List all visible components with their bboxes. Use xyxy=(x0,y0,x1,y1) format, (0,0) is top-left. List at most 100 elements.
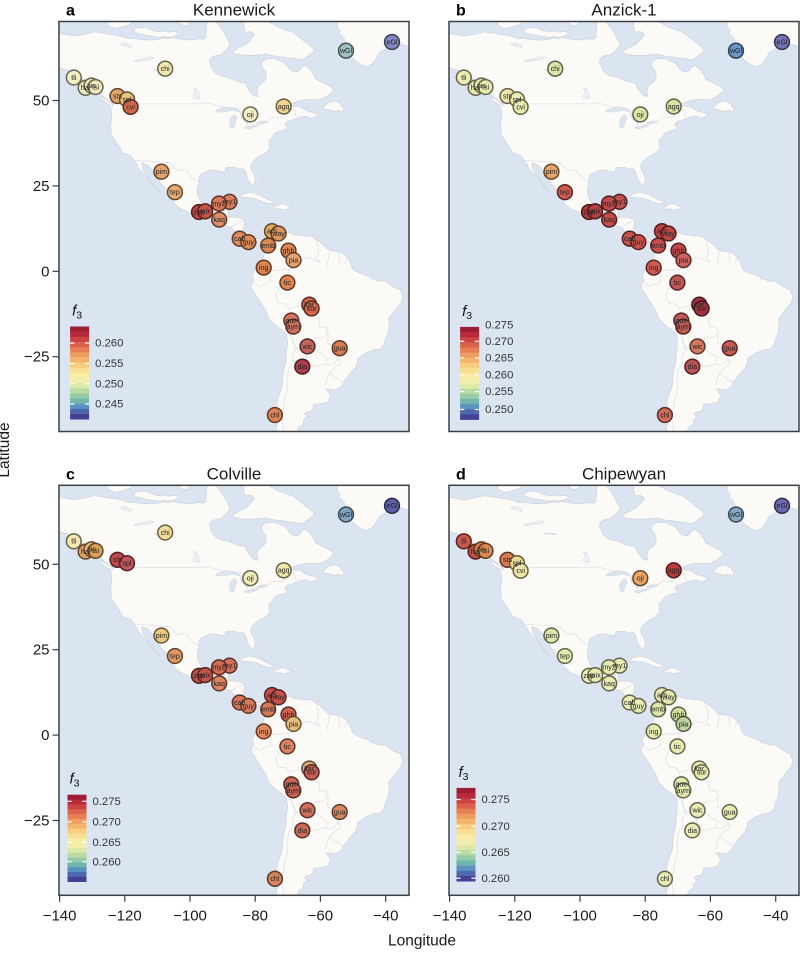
svg-text:aym: aym xyxy=(287,324,300,331)
svg-text:Latitude: Latitude xyxy=(0,422,13,477)
svg-text:f3: f3 xyxy=(462,303,472,322)
svg-text:arh: arh xyxy=(267,229,277,236)
svg-text:d: d xyxy=(456,466,466,483)
svg-text:dia: dia xyxy=(688,828,697,835)
svg-text:wic: wic xyxy=(301,808,313,815)
svg-text:dia: dia xyxy=(688,364,697,371)
svg-text:emb: emb xyxy=(651,707,665,714)
svg-text:Longitude: Longitude xyxy=(388,933,456,950)
svg-text:kar: kar xyxy=(304,302,314,309)
svg-text:sur: sur xyxy=(307,770,317,777)
svg-text:my2: my2 xyxy=(212,665,225,672)
svg-text:tic: tic xyxy=(674,744,682,751)
svg-text:pim: pim xyxy=(156,169,167,176)
svg-text:gua: gua xyxy=(724,809,736,816)
svg-text:kaq: kaq xyxy=(604,217,615,224)
svg-text:kaq: kaq xyxy=(214,217,225,224)
svg-text:ghb: ghb xyxy=(283,248,295,255)
svg-text:0.270: 0.270 xyxy=(93,817,121,829)
svg-text:25: 25 xyxy=(33,178,50,195)
svg-text:pim: pim xyxy=(546,169,557,176)
svg-text:my2: my2 xyxy=(212,201,225,208)
svg-text:guy: guy xyxy=(243,240,255,247)
svg-text:f3: f3 xyxy=(70,771,80,790)
svg-text:zap: zap xyxy=(583,673,594,680)
svg-text:oji: oji xyxy=(247,576,254,583)
svg-text:emb: emb xyxy=(261,707,275,714)
svg-text:0.245: 0.245 xyxy=(95,399,123,411)
svg-text:wGl: wGl xyxy=(729,48,743,55)
svg-text:−60: −60 xyxy=(698,907,723,924)
svg-text:25: 25 xyxy=(33,642,50,659)
svg-text:0.270: 0.270 xyxy=(482,821,510,833)
svg-text:ghb: ghb xyxy=(283,712,295,719)
svg-text:eGl: eGl xyxy=(777,39,788,46)
svg-text:eGl: eGl xyxy=(387,39,398,46)
svg-text:cab: cab xyxy=(624,236,635,243)
svg-text:kar: kar xyxy=(304,766,314,773)
svg-text:ing: ing xyxy=(259,729,268,736)
svg-text:0.275: 0.275 xyxy=(93,796,121,808)
svg-text:my1: my1 xyxy=(223,199,236,206)
svg-text:0.255: 0.255 xyxy=(95,358,123,370)
svg-text:wic: wic xyxy=(691,344,703,351)
svg-text:dia: dia xyxy=(298,828,307,835)
svg-text:my1: my1 xyxy=(223,663,236,670)
svg-text:−120: −120 xyxy=(108,907,142,924)
svg-text:0.260: 0.260 xyxy=(95,338,123,350)
svg-text:pia: pia xyxy=(289,258,298,265)
svg-text:nis: nis xyxy=(87,83,96,90)
svg-text:−60: −60 xyxy=(308,907,333,924)
svg-text:arh: arh xyxy=(267,692,277,699)
svg-text:tsi: tsi xyxy=(92,84,99,91)
svg-text:oji: oji xyxy=(637,576,644,583)
svg-text:way: way xyxy=(661,695,675,702)
svg-text:way: way xyxy=(271,231,285,238)
svg-text:agq: agq xyxy=(278,104,290,111)
svg-text:cab: cab xyxy=(234,700,245,707)
svg-text:gua: gua xyxy=(334,809,346,816)
svg-text:my1: my1 xyxy=(613,199,626,206)
svg-text:0: 0 xyxy=(41,727,49,744)
svg-text:−25: −25 xyxy=(24,349,49,366)
svg-text:−40: −40 xyxy=(763,907,788,924)
svg-text:guy: guy xyxy=(243,703,255,710)
svg-text:zap: zap xyxy=(193,673,204,680)
svg-text:−100: −100 xyxy=(173,907,207,924)
svg-text:pim: pim xyxy=(546,633,557,640)
svg-text:sur: sur xyxy=(697,770,707,777)
svg-text:tep: tep xyxy=(560,190,570,197)
svg-text:chi: chi xyxy=(161,530,170,537)
svg-text:50: 50 xyxy=(33,556,50,573)
svg-text:sur: sur xyxy=(697,306,707,313)
svg-text:aym: aym xyxy=(677,788,690,795)
svg-text:agq: agq xyxy=(278,568,290,575)
svg-text:emb: emb xyxy=(261,243,275,250)
svg-text:a: a xyxy=(66,3,75,20)
svg-text:guy: guy xyxy=(633,240,645,247)
svg-text:wic: wic xyxy=(301,344,313,351)
svg-text:−120: −120 xyxy=(498,907,532,924)
svg-text:agq: agq xyxy=(668,104,680,111)
svg-text:tsi: tsi xyxy=(482,548,489,555)
svg-text:mix: mix xyxy=(590,673,601,680)
svg-text:eGl: eGl xyxy=(387,503,398,510)
svg-text:cvi: cvi xyxy=(126,104,135,111)
svg-text:0.250: 0.250 xyxy=(95,379,123,391)
svg-text:Chipewyan: Chipewyan xyxy=(582,464,666,483)
svg-text:oji: oji xyxy=(247,112,254,119)
svg-text:−140: −140 xyxy=(43,907,77,924)
svg-text:arh: arh xyxy=(657,229,667,236)
svg-text:agq: agq xyxy=(668,568,680,575)
svg-text:spl: spl xyxy=(123,561,132,568)
svg-text:wic: wic xyxy=(691,808,703,815)
svg-text:guy: guy xyxy=(633,703,645,710)
svg-text:spl: spl xyxy=(513,561,522,568)
svg-text:sur: sur xyxy=(307,306,317,313)
svg-text:tep: tep xyxy=(170,653,180,660)
svg-text:pim: pim xyxy=(156,633,167,640)
svg-text:gua: gua xyxy=(724,346,736,353)
svg-text:50: 50 xyxy=(33,93,50,110)
svg-text:que: que xyxy=(675,318,687,325)
svg-text:ghb: ghb xyxy=(673,248,685,255)
